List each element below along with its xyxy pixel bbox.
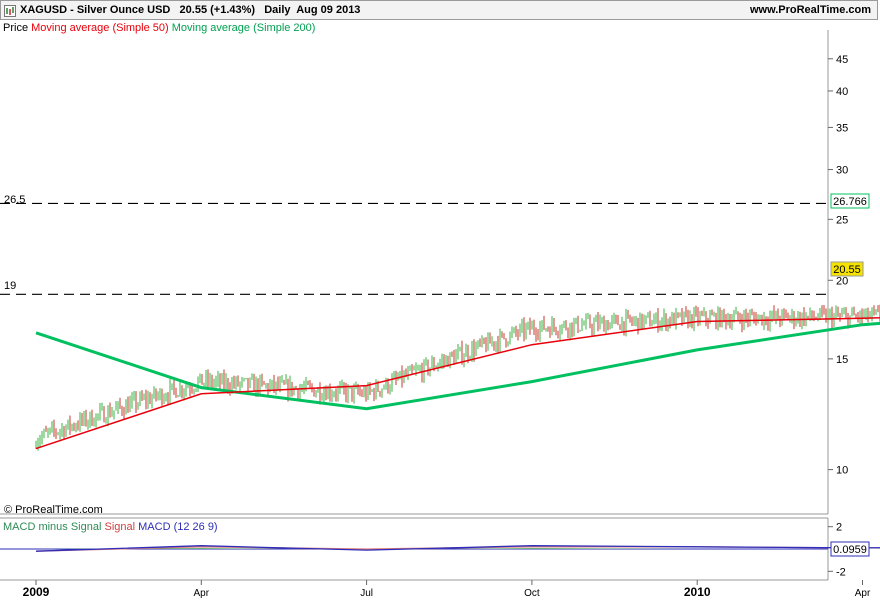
title-bar: XAGUSD - Silver Ounce USD 20.55 (+1.43%)…	[0, 0, 878, 20]
ma50-line	[35, 317, 880, 450]
x-tick-label: 2009	[23, 585, 50, 599]
macd-legend-signal[interactable]: Signal	[104, 521, 136, 533]
price-tick-label: 10	[836, 465, 848, 477]
x-tick-label: Jul	[360, 588, 373, 599]
macd-tick-label: -2	[836, 566, 846, 578]
price-badge-value: 20.55	[833, 264, 861, 276]
x-tick-label: Apr	[194, 588, 210, 599]
macd-line	[35, 545, 880, 552]
ma200-line	[35, 321, 880, 411]
price-legend: Price Moving average (Simple 50) Moving …	[3, 22, 315, 34]
price-tick-label: 20	[836, 275, 848, 287]
x-tick-label: 2010	[684, 585, 711, 599]
signal-line	[35, 546, 880, 552]
price-tick-label: 15	[836, 354, 848, 366]
macd-legend-hist[interactable]: MACD minus Signal	[3, 521, 102, 533]
legend-ma50[interactable]: Moving average (Simple 50)	[31, 22, 169, 34]
level-label-upper: 26.5	[4, 194, 26, 206]
x-tick-label: Apr	[855, 588, 871, 599]
macd-legend: MACD minus Signal Signal MACD (12 26 9)	[3, 521, 218, 533]
macd-legend-macd[interactable]: MACD (12 26 9)	[138, 521, 218, 533]
price-tick-label: 35	[836, 122, 848, 134]
chart-menu-icon[interactable]	[4, 5, 16, 17]
ma200-badge-value: 26.766	[833, 196, 867, 208]
price-tick-label: 30	[836, 165, 848, 177]
x-tick-label: Oct	[524, 588, 540, 599]
macd-badge-value: 0.0959	[833, 544, 867, 556]
copyright: © ProRealTime.com	[4, 504, 103, 516]
macd-tick-label: 2	[836, 522, 842, 534]
chart-title: XAGUSD - Silver Ounce USD 20.55 (+1.43%)…	[20, 4, 361, 16]
ma200-badge	[830, 193, 870, 209]
site-link[interactable]: www.ProRealTime.com	[749, 4, 871, 16]
level-label-lower: 19	[4, 280, 17, 292]
price-tick-label: 45	[836, 54, 848, 66]
price-badge	[830, 261, 864, 277]
macd-badge	[830, 541, 870, 557]
legend-ma200[interactable]: Moving average (Simple 200)	[171, 22, 316, 34]
legend-price: Price	[3, 22, 29, 34]
price-tick-label: 25	[836, 214, 848, 226]
price-tick-label: 40	[836, 86, 848, 98]
